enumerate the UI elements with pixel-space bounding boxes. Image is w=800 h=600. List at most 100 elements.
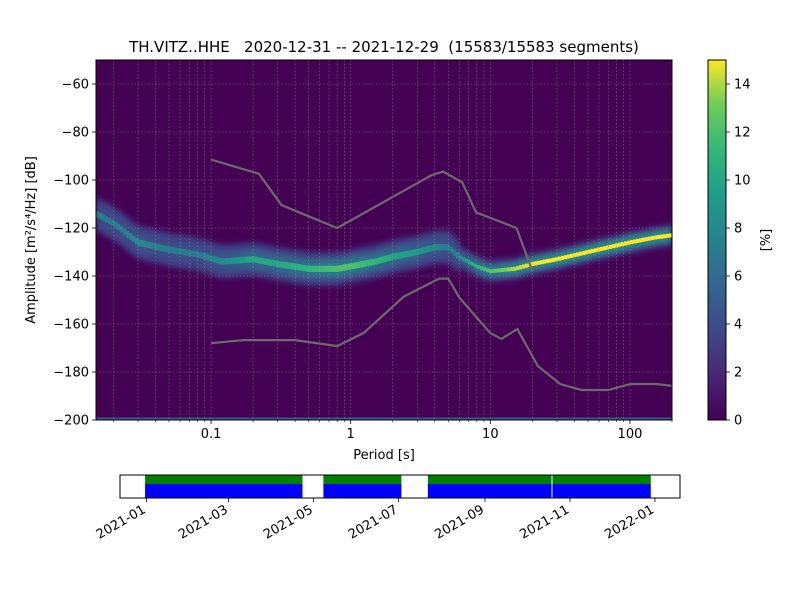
density-cell <box>348 263 352 270</box>
density-cell <box>291 263 295 270</box>
density-cell <box>453 249 457 256</box>
density-cell <box>213 256 217 263</box>
density-cell <box>279 261 283 268</box>
density-cell <box>366 259 370 267</box>
y-axis-ticks: −60 −80 −100 −120 −140 −160 −180 −200 <box>53 78 96 429</box>
colorbar-ticks: 0 2 4 6 8 10 12 14 <box>726 78 751 429</box>
density-cell <box>336 265 340 272</box>
timeline-tick-label: 2021-05 <box>261 502 316 542</box>
colorbar: 0 2 4 6 8 10 12 14 [%] <box>707 59 774 429</box>
density-cell <box>129 233 133 240</box>
density-cell <box>195 251 199 258</box>
density-cell <box>522 264 526 269</box>
density-cell <box>540 260 544 265</box>
density-cell <box>228 257 232 265</box>
density-cell <box>267 259 271 266</box>
density-cell <box>396 252 400 260</box>
density-cell <box>345 263 349 271</box>
density-cell <box>300 264 304 271</box>
density-cell <box>594 248 598 253</box>
density-cell <box>507 267 511 272</box>
density-cell <box>414 249 418 256</box>
density-cell <box>561 255 565 260</box>
density-cell <box>243 256 247 264</box>
density-cell <box>516 266 520 271</box>
density-cell <box>402 251 406 258</box>
density-cell <box>468 260 472 265</box>
noise-model-lines <box>210 158 672 392</box>
colorbar-tick-label: 0 <box>734 414 742 429</box>
colorbar-tick-label: 8 <box>734 222 742 237</box>
density-cell <box>600 246 604 251</box>
density-cell <box>312 265 316 272</box>
density-cell <box>405 250 409 258</box>
density-cell <box>465 258 469 263</box>
density-cell <box>636 238 640 243</box>
timeline-tick-label: 2021-01 <box>94 502 149 542</box>
density-cell <box>261 257 265 265</box>
density-cell <box>555 257 559 262</box>
timeline-frame <box>119 474 681 499</box>
x-axis-label: Period [s] <box>353 448 415 463</box>
colorbar-tick-label: 2 <box>734 366 742 381</box>
y-tick-label: −120 <box>53 222 89 237</box>
density-cell <box>450 246 454 254</box>
density-cell <box>387 254 391 262</box>
density-cell <box>165 245 169 253</box>
colorbar-tick-label: 10 <box>734 174 751 189</box>
density-cell <box>651 235 655 241</box>
density-heatmap <box>96 197 672 420</box>
timeline-coverage-green <box>145 475 303 484</box>
density-cell <box>315 265 319 272</box>
density-cell <box>126 231 130 238</box>
timeline-tick-label: 2021-11 <box>517 502 572 542</box>
timeline-coverage-blue <box>145 484 303 498</box>
density-cell <box>141 240 145 247</box>
density-cell <box>327 265 331 272</box>
density-cell <box>420 247 424 254</box>
density-cell <box>258 257 262 264</box>
timeline-coverage-blue <box>427 484 651 498</box>
density-cell <box>483 267 487 272</box>
x-tick-label: 1 <box>347 427 355 442</box>
density-cell <box>495 268 499 273</box>
density-cell <box>582 251 586 256</box>
density-cell <box>381 256 385 263</box>
density-cell <box>333 265 337 272</box>
density-cell <box>609 244 613 249</box>
density-cell <box>168 246 172 253</box>
density-cell <box>120 226 124 233</box>
density-cell <box>342 264 346 271</box>
density-cell <box>486 268 490 273</box>
density-cell <box>201 252 205 260</box>
density-cell <box>642 237 646 242</box>
colorbar-tick-label: 4 <box>734 318 742 333</box>
density-cell <box>210 255 214 262</box>
density-cell <box>252 256 256 263</box>
colorbar-tick-label: 12 <box>734 126 751 141</box>
density-cell <box>573 253 577 258</box>
density-cell <box>309 265 313 272</box>
density-cell <box>123 228 127 235</box>
density-cell <box>390 253 394 261</box>
density-cell <box>186 249 190 256</box>
density-cell <box>378 257 382 264</box>
density-cell <box>282 261 286 269</box>
density-cell <box>579 251 583 256</box>
density-cell <box>273 260 277 267</box>
density-cell <box>456 252 460 259</box>
density-cell <box>183 249 187 256</box>
density-cell <box>612 244 616 249</box>
timeline-tick-label: 2022-01 <box>602 502 657 542</box>
density-cell <box>666 233 670 238</box>
density-cell <box>357 261 361 269</box>
density-cell <box>441 244 445 251</box>
colorbar-label: [%] <box>759 229 774 252</box>
density-cell <box>510 267 514 272</box>
density-cell <box>588 249 592 254</box>
coverage-timeline: 2021-01 2021-03 2021-05 2021-07 2021-09 2021-… <box>94 474 681 543</box>
y-tick-label: −200 <box>53 414 89 429</box>
plot-frame <box>95 59 673 421</box>
density-cell <box>204 253 208 260</box>
